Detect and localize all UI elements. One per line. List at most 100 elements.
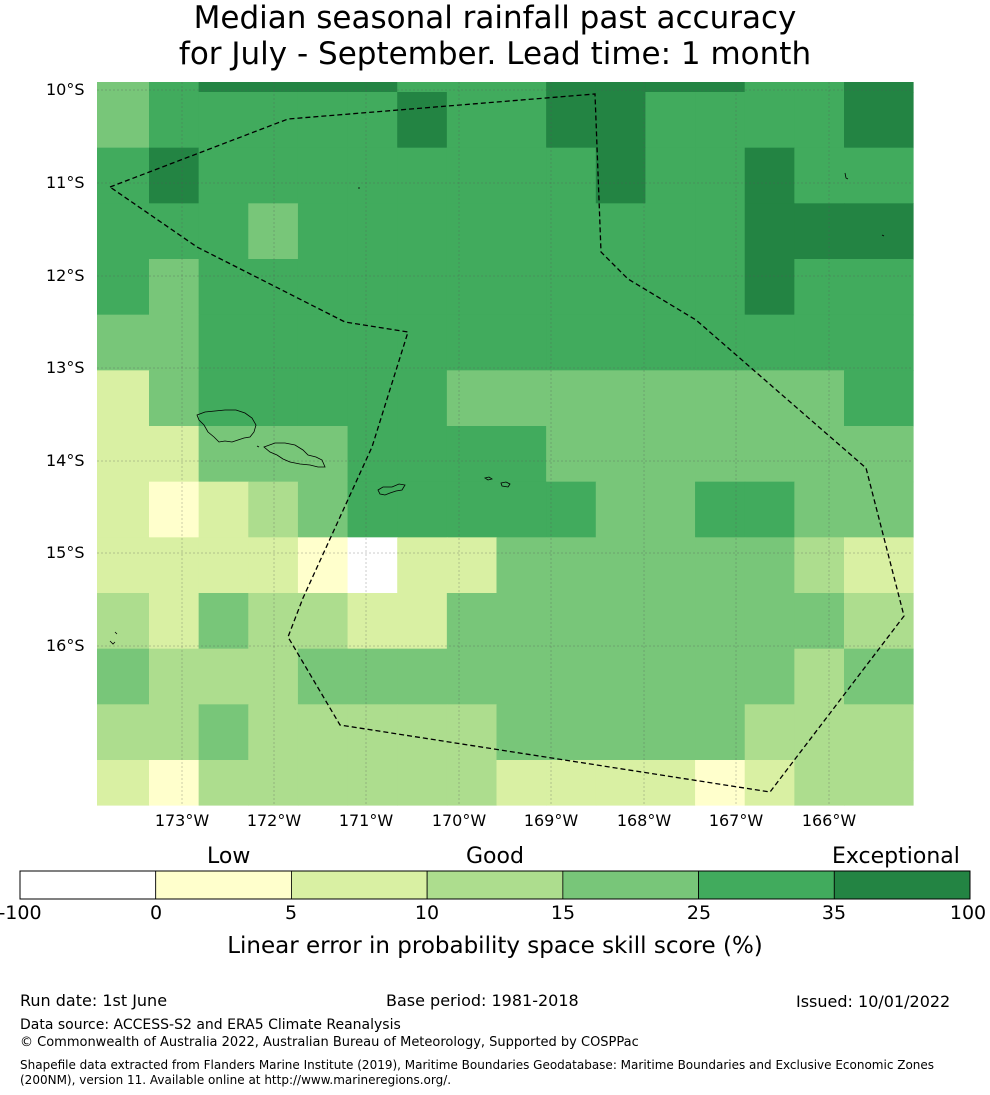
- base-period: Base period: 1981-2018: [386, 991, 579, 1010]
- skill-cell: [546, 481, 597, 538]
- skill-cell: [546, 82, 597, 93]
- skill-cell: [645, 92, 696, 149]
- skill-cell: [695, 760, 746, 806]
- skill-cell: [347, 593, 398, 650]
- lon-label-171w: 171°W: [338, 811, 394, 830]
- skill-cell: [496, 203, 547, 260]
- skill-cell: [645, 370, 696, 427]
- skill-cell: [297, 147, 349, 204]
- colorbar-swatch: [19, 870, 157, 900]
- skill-cell: [794, 314, 845, 371]
- skill-cell: [496, 314, 547, 371]
- skill-cell: [794, 648, 845, 705]
- skill-cell: [844, 481, 914, 538]
- skill-cell: [297, 314, 349, 371]
- colorbar-swatch: [155, 870, 292, 900]
- lat-label-10s: 10°S: [46, 80, 85, 99]
- skill-cell: [595, 537, 647, 594]
- skill-cell: [446, 426, 498, 483]
- skill-cell: [248, 259, 299, 316]
- skill-cell: [645, 593, 696, 650]
- skill-cell: [595, 203, 647, 260]
- skill-cell: [695, 147, 746, 204]
- skill-cell: [297, 481, 349, 538]
- colorbar-category-good: Good: [466, 844, 524, 869]
- skill-cell: [446, 92, 498, 149]
- skill-cell: [546, 426, 597, 483]
- skill-cell: [695, 82, 746, 93]
- skill-cell: [297, 370, 349, 427]
- skill-cell: [695, 537, 746, 594]
- skill-cell: [97, 426, 150, 483]
- lon-label-170w: 170°W: [431, 811, 487, 830]
- skill-cell: [446, 481, 498, 538]
- skill-cell: [397, 426, 448, 483]
- skill-cell: [744, 593, 795, 650]
- skill-cell: [248, 370, 299, 427]
- skill-cell: [397, 147, 448, 204]
- skill-cell: [198, 370, 249, 427]
- skill-cell: [844, 92, 914, 149]
- skill-cell: [397, 537, 448, 594]
- island-manua-2: [500, 481, 511, 488]
- skill-cell: [744, 481, 795, 538]
- skill-cell: [347, 481, 398, 538]
- skill-cell: [496, 648, 547, 705]
- skill-cell: [248, 92, 299, 149]
- skill-cell: [695, 92, 746, 149]
- skill-cell: [297, 426, 349, 483]
- skill-cell: [198, 203, 249, 260]
- skill-cell: [397, 648, 448, 705]
- skill-cell: [844, 593, 914, 650]
- colorbar-category-exceptional: Exceptional: [832, 844, 960, 869]
- skill-cell: [97, 82, 150, 93]
- skill-cell: [347, 82, 398, 93]
- issued-date: Issued: 10/01/2022: [796, 992, 951, 1011]
- colorbar-tick: 15: [550, 902, 576, 924]
- skill-cell: [844, 82, 914, 93]
- lat-label-15s: 15°S: [46, 543, 85, 562]
- skill-cell: [844, 147, 914, 204]
- skill-cell: [546, 593, 597, 650]
- skill-cell: [347, 648, 398, 705]
- skill-cell: [248, 481, 299, 538]
- lon-label-168w: 168°W: [616, 811, 672, 830]
- skill-cell: [297, 82, 349, 93]
- colorbar-outline: [19, 870, 971, 900]
- skill-cell: [198, 537, 249, 594]
- skill-cell: [347, 704, 398, 761]
- skill-cell: [844, 537, 914, 594]
- skill-cell: [149, 593, 200, 650]
- skill-cell: [149, 648, 200, 705]
- skill-cell: [844, 259, 914, 316]
- skill-cell: [149, 760, 200, 806]
- skill-cell: [546, 314, 597, 371]
- islet-3: [881, 234, 885, 237]
- skill-cell: [744, 259, 795, 316]
- skill-cell: [695, 704, 746, 761]
- colorbar-category-low: Low: [207, 844, 251, 869]
- map-title-line-2: for July - September. Lead time: 1 month: [178, 36, 812, 72]
- skill-cell: [794, 704, 845, 761]
- skill-cell: [149, 537, 200, 594]
- shapefile-credit-line-2: (200NM), version 11. Available online at…: [20, 1073, 452, 1087]
- skill-cell: [794, 147, 845, 204]
- skill-cell: [97, 92, 150, 149]
- skill-cell: [248, 426, 299, 483]
- skill-cell: [248, 314, 299, 371]
- skill-cell: [397, 370, 448, 427]
- skill-cell: [546, 370, 597, 427]
- skill-cell: [695, 593, 746, 650]
- lat-label-14s: 14°S: [46, 451, 85, 470]
- skill-cell: [744, 147, 795, 204]
- skill-cell: [347, 537, 398, 594]
- skill-cell: [97, 704, 150, 761]
- skill-cell: [297, 259, 349, 316]
- skill-cell: [397, 82, 448, 93]
- skill-cell: [794, 426, 845, 483]
- skill-cell: [149, 704, 200, 761]
- skill-cell: [645, 426, 696, 483]
- skill-cell: [844, 704, 914, 761]
- skill-cell: [149, 82, 200, 93]
- skill-cell: [149, 147, 200, 204]
